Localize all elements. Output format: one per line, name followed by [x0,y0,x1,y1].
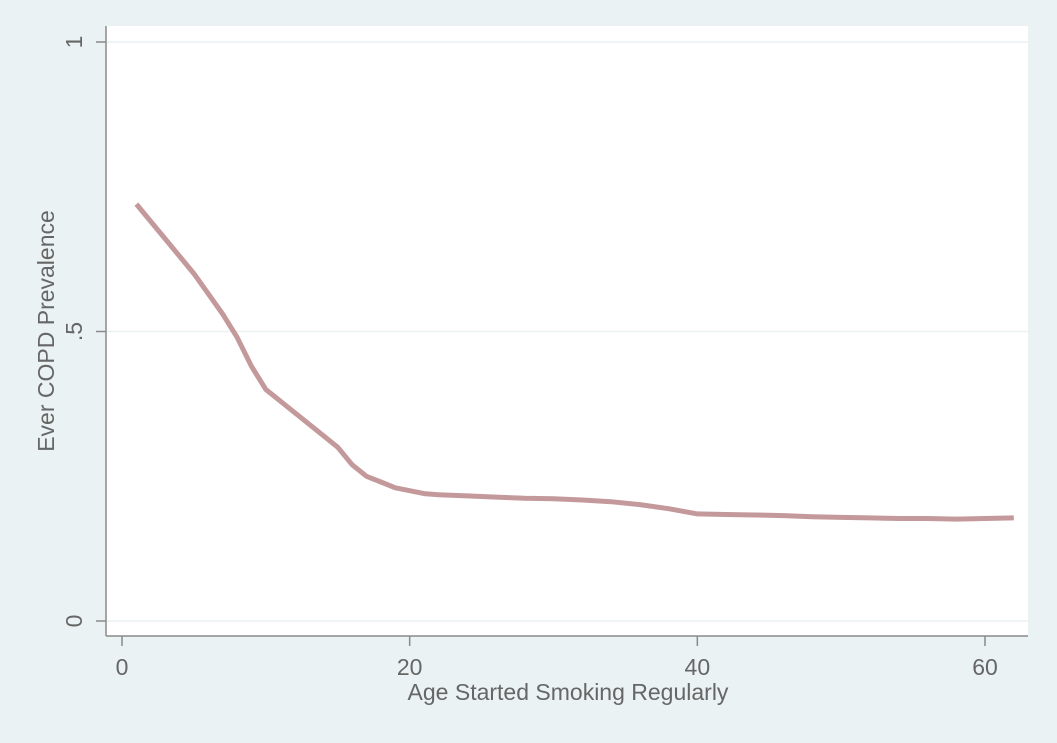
series-line-0 [134,202,1014,522]
series-lines [134,202,1014,522]
y-axis-title: Ever COPD Prevalence [33,210,59,452]
grid-lines [106,41,1028,622]
y-tick-label-2: 1 [61,36,87,49]
y-tick-label-1: .5 [61,322,87,341]
y-tick-label-0: 0 [61,615,87,628]
axes: 0 20 40 60 0 .5 1 [61,26,1028,680]
x-tick-label-2: 40 [685,654,711,680]
x-tick-label-3: 60 [972,654,998,680]
x-tick-label-1: 20 [397,654,423,680]
x-tick-label-0: 0 [116,654,129,680]
x-axis-title: Age Started Smoking Regularly [408,679,729,705]
